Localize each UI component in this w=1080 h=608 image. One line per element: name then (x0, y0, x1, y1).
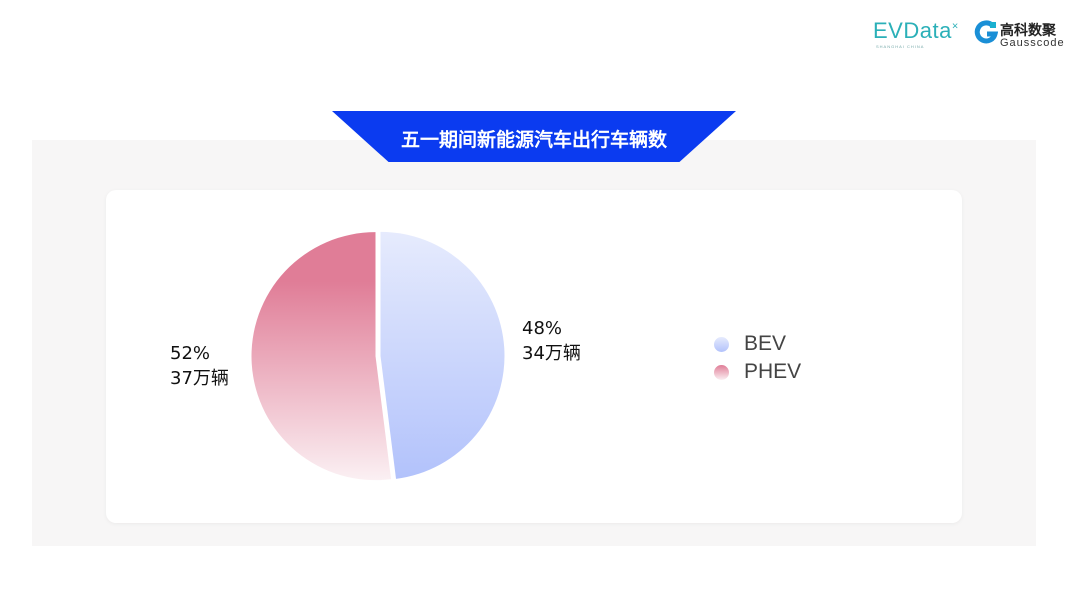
pie-slice-bev (380, 231, 505, 479)
bev-data-label: 48% 34万辆 (522, 316, 581, 366)
title-banner: 五一期间新能源汽车出行车辆数 (332, 111, 736, 162)
pie-slice-phev (251, 232, 392, 481)
evdata-logo-sub: SHANGHAI CHINA (876, 44, 925, 49)
legend-marker-phev (714, 364, 729, 380)
chart-card (106, 190, 962, 523)
legend-label-bev: BEV (744, 332, 787, 355)
phev-value: 37万辆 (170, 368, 229, 389)
evdata-logo-text: EVData (873, 18, 952, 43)
legend-item-bev: BEV (714, 330, 801, 358)
bev-value: 34万辆 (522, 343, 581, 364)
legend-marker-bev (714, 336, 729, 352)
bev-percent: 48% (522, 318, 563, 339)
evdata-logo: EVData× SHANGHAI CHINA (873, 18, 959, 49)
phev-data-label: 52% 37万辆 (170, 341, 229, 391)
gausscode-logo-icon (974, 20, 999, 44)
legend: BEV PHEV (714, 330, 801, 386)
phev-percent: 52% (170, 343, 211, 364)
gausscode-logo: 高科数聚 Gausscode (974, 20, 1064, 49)
legend-item-phev: PHEV (714, 358, 801, 386)
gausscode-logo-en: Gausscode (1000, 37, 1065, 49)
gausscode-logo-cn: 高科数聚 (1000, 23, 1056, 39)
chart-title: 五一期间新能源汽车出行车辆数 (400, 129, 667, 151)
legend-label-phev: PHEV (744, 360, 802, 383)
